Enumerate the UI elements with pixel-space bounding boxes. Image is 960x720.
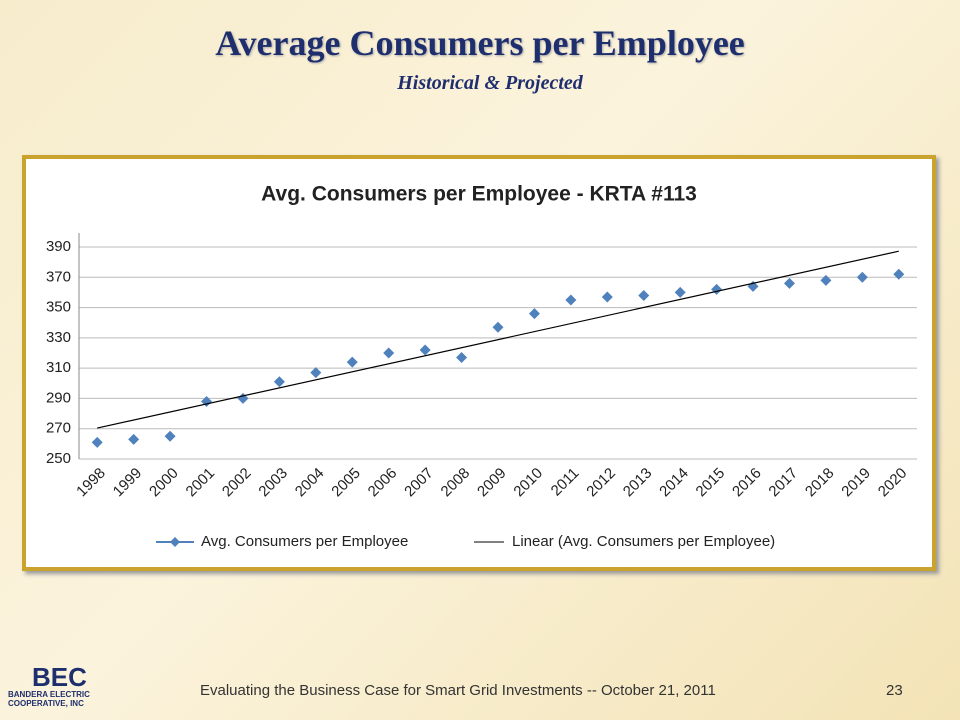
marker: [601, 291, 613, 303]
marker: [783, 277, 795, 289]
x-tick-label: 2008: [438, 465, 474, 501]
x-tick-label: 2005: [328, 465, 364, 501]
chart-title: Avg. Consumers per Employee - KRTA #113: [261, 183, 697, 206]
marker: [310, 367, 322, 379]
marker: [820, 274, 832, 286]
x-tick-label: 2006: [365, 465, 401, 501]
chart-frame: Avg. Consumers per Employee - KRTA #113 …: [22, 155, 936, 571]
legend-marker: [170, 537, 180, 547]
x-tick-label: 2010: [510, 465, 546, 501]
y-tick-label: 330: [46, 329, 71, 346]
marker: [346, 356, 358, 368]
x-tick-label: 1998: [73, 465, 109, 501]
marker: [711, 283, 723, 295]
chart: Avg. Consumers per Employee - KRTA #113 …: [46, 183, 917, 550]
x-tick-label: 2000: [146, 465, 182, 501]
slide-subtitle: Historical & Projected: [397, 72, 583, 94]
x-tick-label: 2009: [474, 465, 510, 501]
x-tick-label: 2001: [183, 465, 219, 501]
marker: [128, 433, 140, 445]
x-tick-label: 1999: [110, 465, 146, 501]
x-tick-label: 2013: [620, 465, 656, 501]
x-tick-label: 2016: [729, 465, 765, 501]
x-tick-label: 2004: [292, 465, 328, 501]
marker: [456, 352, 468, 364]
trendline: [97, 250, 899, 429]
logo-line: BANDERA ELECTRIC: [8, 690, 90, 699]
legend-label: Avg. Consumers per Employee: [201, 533, 408, 550]
y-tick-label: 310: [46, 359, 71, 376]
marker: [273, 376, 285, 388]
marker: [164, 430, 176, 442]
x-tick-label: 2002: [219, 465, 255, 501]
marker: [383, 347, 395, 359]
footer: Evaluating the Business Case for Smart G…: [200, 682, 716, 699]
marker: [201, 395, 213, 407]
x-tick-label: 2018: [802, 465, 838, 501]
y-tick-label: 250: [46, 450, 71, 467]
logo-line: COOPERATIVE, INC: [8, 699, 84, 708]
x-tick-label: 2015: [693, 465, 729, 501]
y-tick-label: 390: [46, 238, 71, 255]
x-tick-label: 2007: [401, 465, 437, 501]
page-number: 23: [886, 682, 903, 699]
marker: [638, 289, 650, 301]
legend-label: Linear (Avg. Consumers per Employee): [512, 533, 775, 550]
y-tick-label: 290: [46, 389, 71, 406]
marker: [492, 321, 504, 333]
x-tick-label: 2012: [583, 465, 619, 501]
x-tick-label: 2014: [656, 465, 692, 501]
y-tick-label: 270: [46, 420, 71, 437]
marker: [674, 286, 686, 298]
slide-title: Average Consumers per Employee: [215, 23, 745, 63]
marker: [528, 308, 540, 320]
y-tick-label: 350: [46, 299, 71, 316]
x-tick-label: 2019: [838, 465, 874, 501]
y-tick-label: 370: [46, 268, 71, 285]
x-tick-label: 2011: [548, 465, 583, 500]
marker: [893, 268, 905, 280]
marker: [565, 294, 577, 306]
x-tick-label: 2003: [255, 465, 291, 501]
x-tick-label: 2017: [765, 465, 801, 501]
x-tick-label: 2020: [875, 465, 911, 501]
marker: [91, 436, 103, 448]
marker: [419, 344, 431, 356]
logo-mark: BEC: [32, 662, 87, 692]
marker: [856, 271, 868, 283]
logo: BEC BANDERA ELECTRIC COOPERATIVE, INC: [8, 664, 96, 708]
